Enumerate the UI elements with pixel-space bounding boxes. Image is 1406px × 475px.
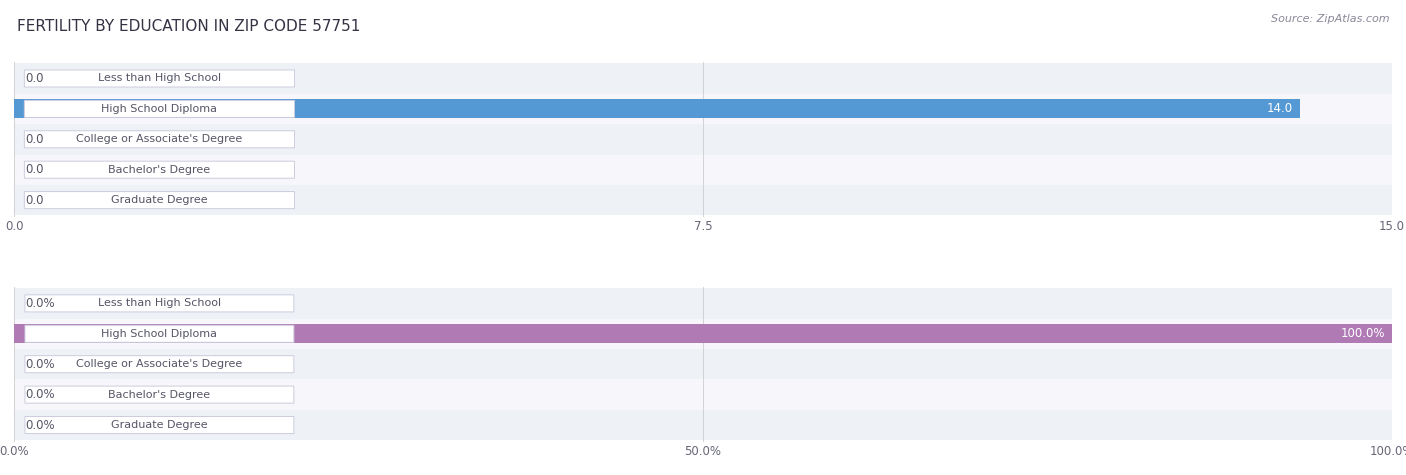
Bar xyxy=(14,124,1392,154)
FancyBboxPatch shape xyxy=(24,100,294,117)
FancyBboxPatch shape xyxy=(24,70,294,87)
Text: Bachelor's Degree: Bachelor's Degree xyxy=(108,390,211,399)
Text: 0.0: 0.0 xyxy=(25,133,44,146)
Text: 0.0: 0.0 xyxy=(25,163,44,176)
Text: Less than High School: Less than High School xyxy=(98,298,221,308)
Bar xyxy=(14,410,1392,440)
Text: 0.0: 0.0 xyxy=(25,194,44,207)
Bar xyxy=(14,349,1392,380)
Text: 14.0: 14.0 xyxy=(1267,103,1294,115)
FancyBboxPatch shape xyxy=(25,356,294,373)
Text: 100.0%: 100.0% xyxy=(1340,327,1385,340)
FancyBboxPatch shape xyxy=(25,325,294,342)
Text: Less than High School: Less than High School xyxy=(98,74,221,84)
FancyBboxPatch shape xyxy=(25,386,294,403)
Text: Source: ZipAtlas.com: Source: ZipAtlas.com xyxy=(1271,14,1389,24)
FancyBboxPatch shape xyxy=(24,161,294,178)
Bar xyxy=(14,288,1392,319)
Bar xyxy=(14,380,1392,410)
Text: Graduate Degree: Graduate Degree xyxy=(111,195,208,205)
Text: Bachelor's Degree: Bachelor's Degree xyxy=(108,165,211,175)
Text: College or Associate's Degree: College or Associate's Degree xyxy=(76,134,243,144)
Text: 0.0%: 0.0% xyxy=(25,418,55,431)
FancyBboxPatch shape xyxy=(25,295,294,312)
Text: 0.0: 0.0 xyxy=(25,72,44,85)
Text: High School Diploma: High School Diploma xyxy=(101,104,218,114)
Text: High School Diploma: High School Diploma xyxy=(101,329,218,339)
Text: College or Associate's Degree: College or Associate's Degree xyxy=(76,359,243,369)
Bar xyxy=(14,94,1392,124)
FancyBboxPatch shape xyxy=(24,131,294,148)
Bar xyxy=(14,99,1301,118)
FancyBboxPatch shape xyxy=(25,417,294,434)
Bar xyxy=(14,63,1392,94)
Bar xyxy=(14,319,1392,349)
Text: 0.0%: 0.0% xyxy=(25,388,55,401)
Bar xyxy=(14,154,1392,185)
Text: 0.0%: 0.0% xyxy=(25,297,55,310)
FancyBboxPatch shape xyxy=(24,191,294,209)
Text: FERTILITY BY EDUCATION IN ZIP CODE 57751: FERTILITY BY EDUCATION IN ZIP CODE 57751 xyxy=(17,19,360,34)
Bar xyxy=(14,185,1392,215)
Text: Graduate Degree: Graduate Degree xyxy=(111,420,208,430)
Text: 0.0%: 0.0% xyxy=(25,358,55,370)
Bar xyxy=(14,324,1392,343)
